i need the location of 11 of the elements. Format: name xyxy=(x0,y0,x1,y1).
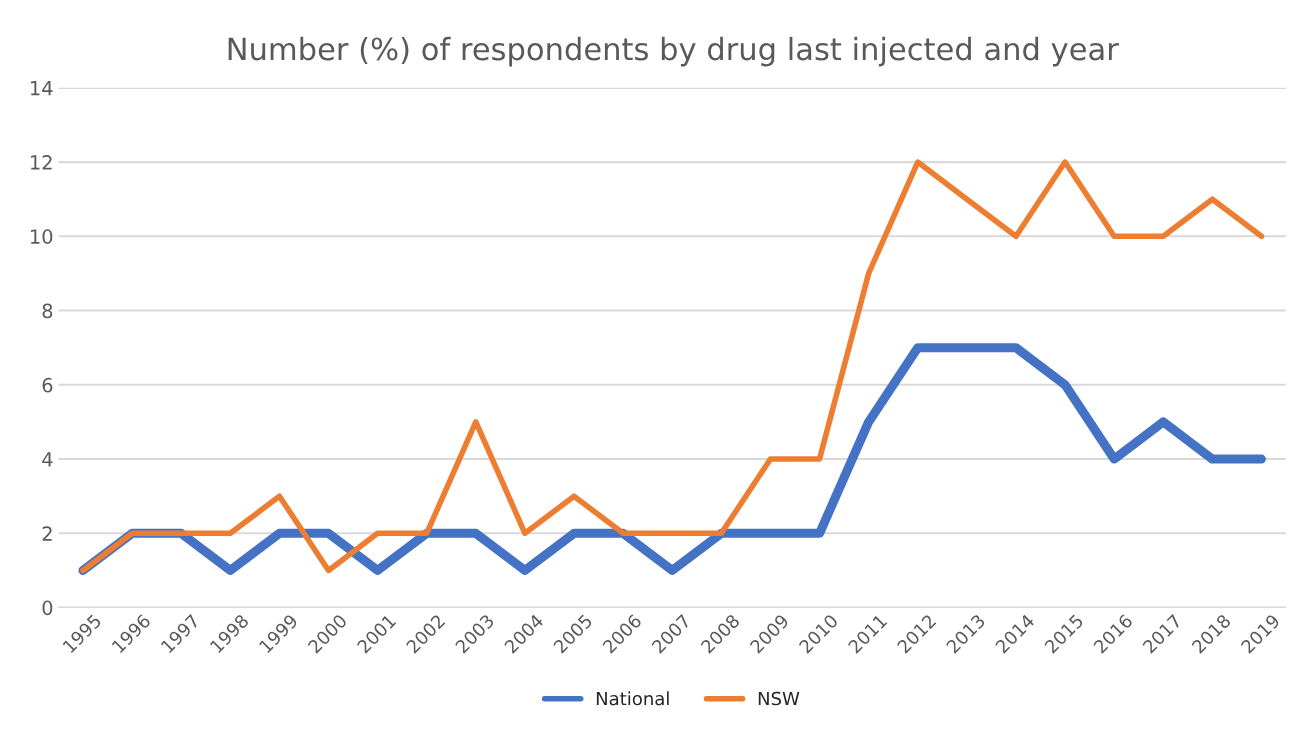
legend-label: NSW xyxy=(758,691,800,706)
y-tick-label: 12 xyxy=(30,155,52,170)
y-tick-label: 6 xyxy=(42,377,53,393)
y-tick-label: 2 xyxy=(42,526,52,541)
y-tick-label: 14 xyxy=(30,81,53,96)
y-tick-label: 4 xyxy=(42,452,53,467)
y-tick-label: 8 xyxy=(42,303,53,319)
legend-label: National xyxy=(596,691,669,706)
y-tick-label: 0 xyxy=(42,600,53,616)
chart-title: Number (%) of respondents by drug last injected and year xyxy=(228,36,1119,67)
y-tick-label: 10 xyxy=(30,229,53,244)
